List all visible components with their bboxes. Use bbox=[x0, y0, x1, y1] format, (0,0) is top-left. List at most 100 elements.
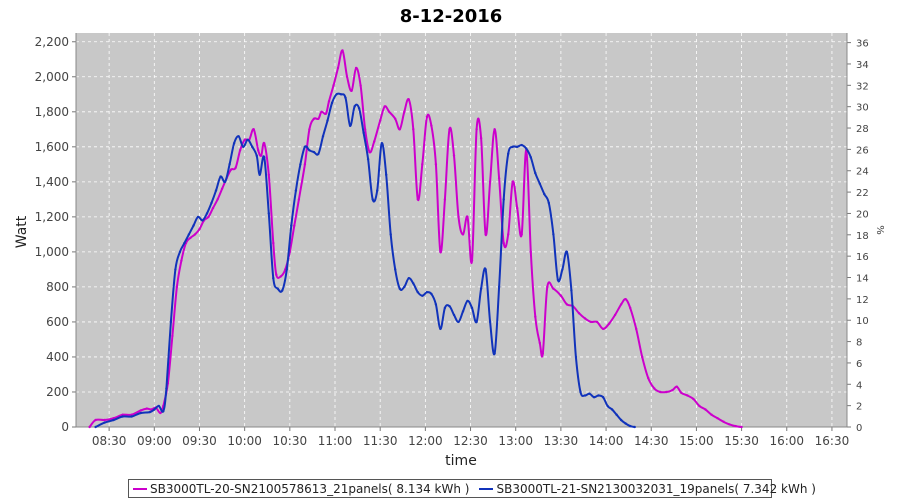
data-point-1 bbox=[320, 110, 323, 114]
data-point-2 bbox=[629, 424, 632, 428]
series-lines bbox=[88, 49, 743, 429]
data-point-2 bbox=[534, 171, 537, 175]
y-tick-label: 1,800 bbox=[35, 105, 69, 119]
data-point-1 bbox=[207, 215, 210, 219]
data-point-2 bbox=[196, 215, 200, 219]
data-point-2 bbox=[606, 404, 609, 408]
data-point-2 bbox=[556, 278, 560, 282]
data-point-1 bbox=[740, 425, 743, 429]
data-point-1 bbox=[139, 409, 142, 412]
data-point-2 bbox=[412, 282, 415, 285]
x-tick-label: 09:30 bbox=[182, 434, 217, 448]
data-point-1 bbox=[198, 227, 201, 231]
data-point-2 bbox=[237, 135, 240, 138]
data-point-2 bbox=[565, 250, 569, 254]
data-point-1 bbox=[373, 140, 376, 143]
data-point-2 bbox=[263, 156, 266, 159]
data-point-2 bbox=[543, 192, 546, 196]
data-point-2 bbox=[339, 93, 343, 96]
data-point-2 bbox=[276, 287, 279, 290]
grid bbox=[76, 33, 847, 428]
data-point-2 bbox=[255, 154, 258, 157]
data-point-2 bbox=[308, 149, 311, 152]
data-point-2 bbox=[538, 182, 541, 185]
data-point-2 bbox=[162, 410, 165, 413]
data-point-1 bbox=[434, 163, 438, 166]
data-point-2 bbox=[214, 189, 218, 192]
data-point-2 bbox=[330, 101, 334, 105]
data-point-1 bbox=[359, 84, 362, 87]
y-tick-label: 1,600 bbox=[35, 140, 69, 154]
data-point-1 bbox=[613, 313, 617, 317]
y2-tick-label: 30 bbox=[856, 103, 869, 114]
data-point-2 bbox=[507, 152, 510, 155]
y-axis-label: Watt bbox=[14, 215, 30, 248]
data-point-2 bbox=[398, 287, 401, 290]
data-point-2 bbox=[121, 415, 124, 418]
data-point-1 bbox=[534, 315, 537, 318]
data-point-1 bbox=[466, 215, 469, 219]
data-point-1 bbox=[398, 128, 401, 131]
data-point-2 bbox=[624, 422, 627, 425]
data-point-1 bbox=[475, 128, 478, 131]
y-tick-label: 2,000 bbox=[35, 70, 69, 84]
data-point-1 bbox=[94, 418, 97, 422]
data-point-2 bbox=[228, 163, 231, 166]
data-point-2 bbox=[103, 421, 106, 424]
x-tick-label: 08:30 bbox=[92, 434, 127, 448]
data-point-2 bbox=[525, 147, 528, 150]
y-tick-label: 200 bbox=[46, 385, 69, 399]
x-tick-label: 15:30 bbox=[724, 434, 759, 448]
data-point-1 bbox=[443, 198, 447, 201]
data-point-1 bbox=[388, 110, 391, 114]
chart-title: 8-12-2016 bbox=[400, 6, 503, 27]
data-point-1 bbox=[368, 150, 371, 154]
legend-swatch-1 bbox=[133, 487, 147, 490]
data-point-2 bbox=[633, 425, 636, 429]
data-point-1 bbox=[216, 198, 219, 201]
data-point-1 bbox=[180, 259, 183, 262]
data-point-1 bbox=[488, 180, 492, 183]
data-point-2 bbox=[183, 241, 186, 245]
x-tick-label: 16:30 bbox=[815, 434, 850, 448]
y2-tick-label: 4 bbox=[856, 380, 862, 391]
data-point-2 bbox=[326, 119, 329, 122]
data-point-1 bbox=[520, 233, 523, 236]
y-tick-label: 800 bbox=[46, 280, 69, 294]
legend-label-1: SB3000TL-20-SN2100578613_21panels( 8.134… bbox=[150, 481, 470, 496]
data-point-1 bbox=[710, 413, 713, 416]
data-point-2 bbox=[299, 163, 302, 166]
y-tick-label: 2,200 bbox=[35, 35, 69, 49]
data-point-2 bbox=[488, 320, 492, 324]
data-point-1 bbox=[103, 418, 106, 422]
data-point-1 bbox=[229, 168, 233, 171]
x-tick-label: 11:00 bbox=[318, 434, 353, 448]
data-point-2 bbox=[588, 392, 591, 395]
data-point-2 bbox=[389, 233, 392, 236]
y2-tick-label: 32 bbox=[856, 81, 869, 92]
data-point-2 bbox=[210, 201, 213, 205]
data-point-2 bbox=[583, 394, 587, 397]
y2-tick-label: 34 bbox=[856, 60, 869, 71]
data-point-2 bbox=[394, 268, 397, 271]
data-point-1 bbox=[497, 177, 501, 180]
data-point-1 bbox=[704, 408, 707, 411]
data-point-2 bbox=[371, 198, 374, 201]
data-point-2 bbox=[223, 180, 227, 183]
data-point-2 bbox=[439, 327, 442, 331]
data-point-1 bbox=[383, 105, 386, 108]
data-point-2 bbox=[493, 352, 496, 355]
data-point-2 bbox=[178, 250, 182, 254]
data-point-2 bbox=[610, 408, 614, 411]
y-tick-label: 1,000 bbox=[35, 245, 69, 259]
data-point-1 bbox=[220, 187, 224, 190]
data-point-2 bbox=[344, 96, 347, 100]
data-point-1 bbox=[317, 117, 320, 121]
x-tick-label: 14:00 bbox=[589, 434, 624, 448]
data-point-1 bbox=[130, 413, 133, 416]
data-point-1 bbox=[327, 100, 331, 103]
data-point-1 bbox=[728, 423, 731, 426]
data-point-1 bbox=[354, 66, 358, 70]
data-point-1 bbox=[439, 250, 442, 254]
data-point-1 bbox=[647, 376, 650, 380]
